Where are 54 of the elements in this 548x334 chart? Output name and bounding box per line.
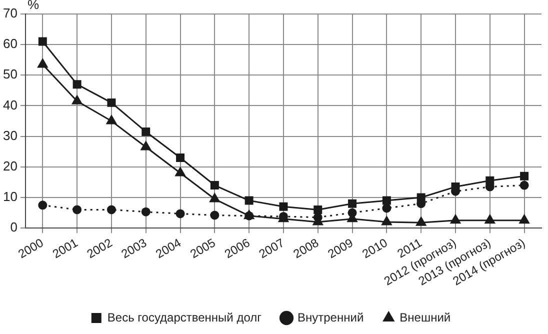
legend-label: Внутренний — [298, 310, 364, 324]
point — [106, 114, 118, 124]
point — [279, 202, 288, 211]
x-tick-label: 2000 — [16, 235, 46, 262]
y-tick-label: 0 — [10, 220, 18, 235]
y-tick-label: 70 — [2, 6, 18, 21]
point — [71, 94, 83, 104]
x-tick-label: 2005 — [188, 235, 218, 262]
point — [106, 205, 116, 214]
point — [107, 98, 116, 107]
y-tick-label: 50 — [2, 66, 18, 82]
point — [382, 196, 391, 205]
x-tick-label: 2009 — [325, 235, 356, 262]
point — [38, 200, 48, 210]
x-tick-label: 2001 — [50, 235, 80, 262]
y-tick-label: 10 — [2, 189, 18, 204]
point — [37, 58, 48, 68]
x-tick-label: 2008 — [290, 235, 322, 262]
x-tick-label: 2006 — [222, 235, 253, 262]
point — [176, 209, 185, 218]
point — [518, 214, 530, 224]
y-tick-label: 20 — [2, 158, 18, 174]
point — [140, 140, 152, 150]
y-axis-title: % — [27, 0, 40, 12]
x-tick-label: 2004 — [153, 235, 184, 262]
point — [450, 214, 462, 224]
point — [520, 172, 529, 180]
x-tick-label: 2002 — [84, 235, 115, 262]
point — [174, 166, 186, 176]
point — [415, 216, 427, 226]
x-tick-label: 2007 — [256, 235, 287, 262]
point — [484, 214, 496, 224]
point — [176, 153, 185, 162]
point — [210, 181, 219, 190]
y-tick-label: 60 — [2, 36, 18, 52]
point — [72, 205, 82, 214]
point — [142, 128, 150, 136]
point — [141, 207, 150, 216]
point — [382, 204, 392, 213]
point — [244, 196, 254, 205]
point — [209, 192, 220, 202]
point — [38, 37, 47, 46]
point — [72, 80, 82, 89]
y-tick-label: 30 — [2, 128, 18, 143]
point — [520, 180, 529, 190]
point — [314, 205, 322, 214]
point — [381, 215, 392, 226]
legend-label: Весь государственный долг — [107, 310, 262, 324]
point — [210, 210, 220, 220]
x-tick-label: 2003 — [118, 235, 150, 262]
legend-label: Внешний — [400, 310, 451, 324]
y-tick-label: 40 — [2, 97, 18, 112]
point — [348, 199, 357, 208]
x-tick-label: 2010 — [360, 235, 390, 262]
